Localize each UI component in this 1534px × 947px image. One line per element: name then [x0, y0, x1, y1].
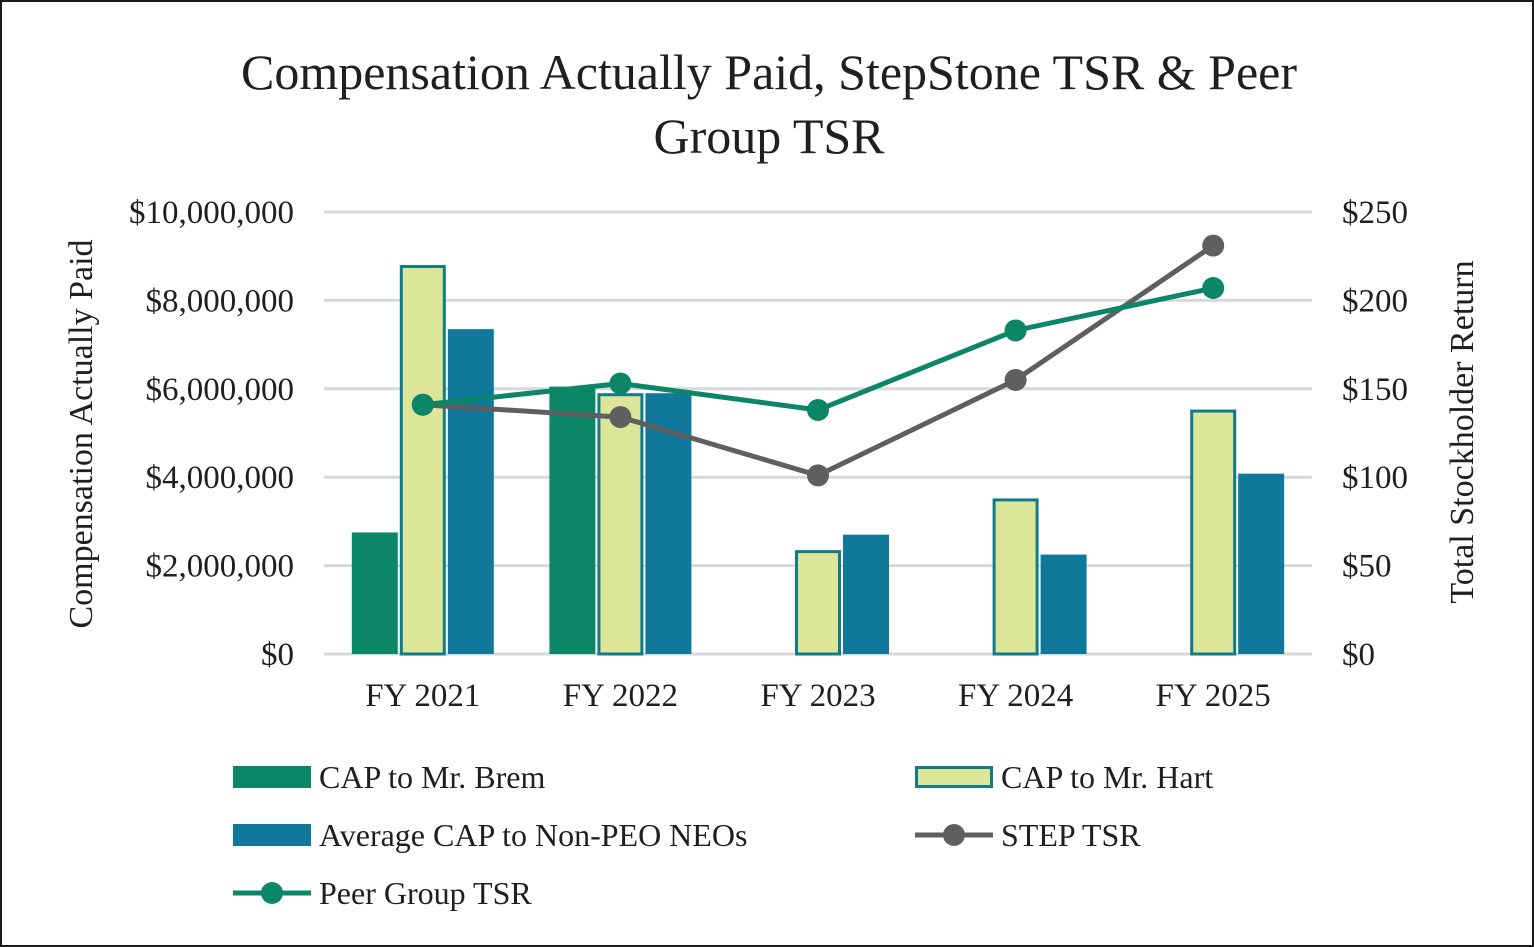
- bar-series-2: [447, 329, 1285, 654]
- x-tick-label: FY 2021: [365, 678, 480, 714]
- left-tick-label: $8,000,000: [146, 283, 295, 319]
- x-tick-label: FY 2024: [958, 678, 1073, 714]
- x-tick-label: FY 2025: [1156, 678, 1271, 714]
- right-tick-label: $200: [1342, 283, 1408, 319]
- series-line: [422, 243, 1215, 478]
- chart-title: Compensation Actually Paid, StepStone TS…: [241, 44, 1297, 164]
- bar: [549, 386, 596, 654]
- line-point: [1004, 368, 1027, 391]
- right-tick-label: $100: [1342, 460, 1408, 496]
- legend-swatch: [915, 766, 993, 788]
- left-axis-ticks: $0 $2,000,000 $4,000,000 $6,000,000 $8,000,0…: [129, 195, 294, 673]
- right-tick-label: $50: [1342, 549, 1392, 585]
- legend-label: Peer Group TSR: [319, 875, 532, 911]
- legend: CAP to Mr. Brem CAP to Mr. Hart Average CA…: [233, 759, 1213, 911]
- legend-item: CAP to Mr. Brem: [233, 759, 546, 795]
- left-tick-label: $2,000,000: [146, 549, 295, 585]
- line-point: [1202, 234, 1225, 257]
- x-axis-labels: FY 2021 FY 2022 FY 2023 FY 2024 FY 2025: [365, 678, 1271, 714]
- line-point: [609, 372, 632, 395]
- left-tick-label: $0: [261, 637, 294, 673]
- legend-label: CAP to Mr. Brem: [319, 759, 546, 795]
- bar: [1040, 554, 1087, 654]
- line-point: [1202, 277, 1225, 300]
- bar: [1190, 409, 1237, 656]
- bar: [351, 532, 398, 654]
- bar-series-0: [351, 386, 596, 654]
- line-series-1: [411, 277, 1225, 422]
- left-tick-label: $6,000,000: [146, 372, 295, 408]
- x-tick-label: FY 2022: [563, 678, 678, 714]
- bar: [992, 498, 1039, 656]
- series-line: [422, 285, 1214, 413]
- left-tick-label: $4,000,000: [146, 460, 295, 496]
- legend-marker: [261, 882, 283, 904]
- line-point: [411, 393, 434, 416]
- bar: [1238, 473, 1285, 654]
- right-tick-label: $0: [1342, 637, 1375, 673]
- legend-swatch: [233, 766, 311, 788]
- line-point: [807, 464, 829, 487]
- bar-series: [351, 265, 1285, 656]
- right-axis-title: Total Stockholder Return: [1444, 260, 1481, 603]
- bar-series-1: [399, 265, 1237, 656]
- left-axis-title: Compensation Actually Paid: [63, 239, 100, 628]
- right-tick-label: $150: [1342, 372, 1408, 408]
- legend-item: Average CAP to Non-PEO NEOs: [233, 817, 747, 853]
- chart-title-line-1: Compensation Actually Paid, StepStone TS…: [241, 44, 1297, 100]
- x-tick-label: FY 2023: [760, 678, 875, 714]
- bar: [795, 550, 841, 656]
- legend-marker: [943, 824, 965, 846]
- legend-label: STEP TSR: [1001, 817, 1141, 853]
- bar: [399, 265, 446, 656]
- legend-item: Peer Group TSR: [233, 875, 532, 911]
- right-tick-label: $250: [1342, 195, 1408, 231]
- legend-item: STEP TSR: [915, 817, 1141, 853]
- left-tick-label: $10,000,000: [129, 195, 294, 231]
- right-axis-ticks: $0 $50 $100 $150 $200 $250: [1342, 195, 1408, 673]
- line-point: [1004, 319, 1027, 342]
- legend-label: CAP to Mr. Hart: [1001, 759, 1213, 795]
- line-series-0: [411, 234, 1225, 487]
- legend-swatch: [233, 824, 311, 846]
- line-point: [609, 406, 632, 429]
- bar: [843, 534, 889, 654]
- line-point: [807, 399, 829, 422]
- legend-item: CAP to Mr. Hart: [915, 759, 1213, 795]
- bar: [447, 329, 494, 654]
- bar: [597, 393, 644, 656]
- chart-title-line-2: Group TSR: [653, 108, 885, 164]
- legend-label: Average CAP to Non-PEO NEOs: [319, 817, 747, 853]
- line-series: [411, 234, 1225, 487]
